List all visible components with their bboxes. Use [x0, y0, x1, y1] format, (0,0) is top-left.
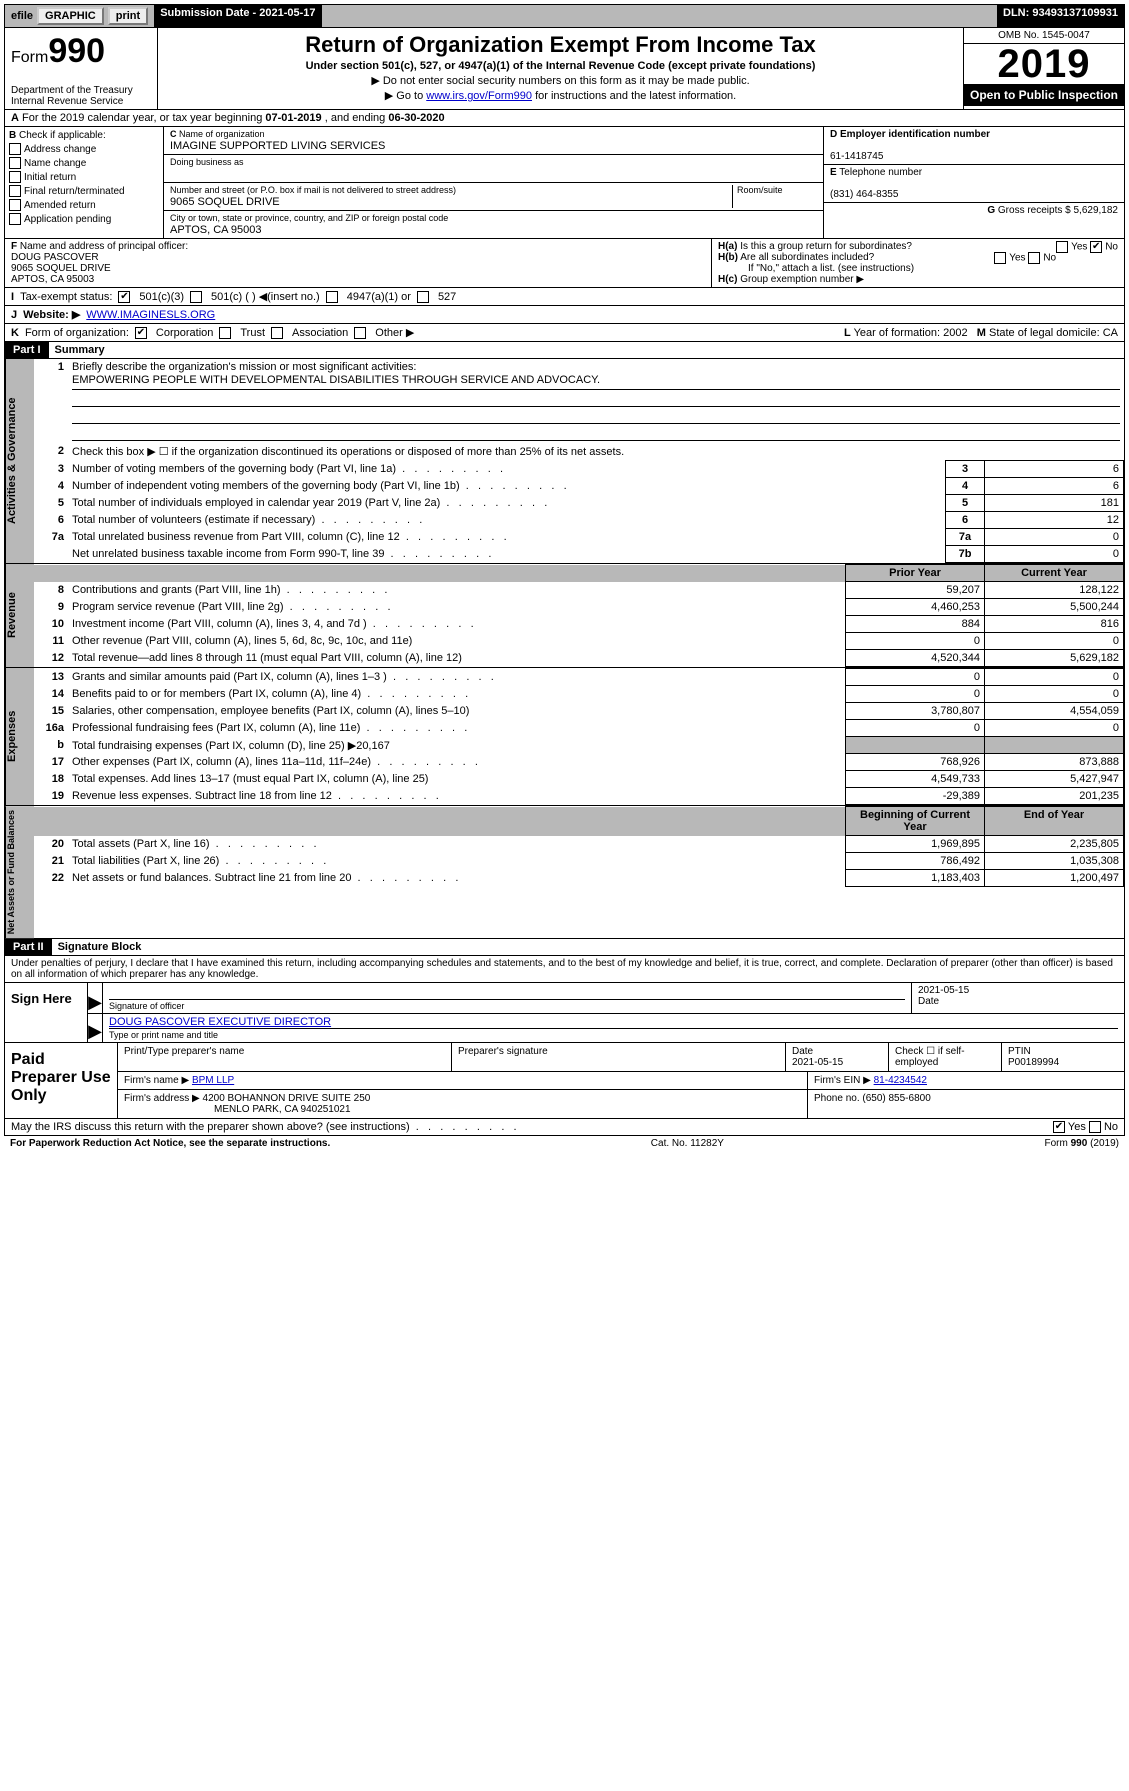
- col-c: C Name of organizationIMAGINE SUPPORTED …: [164, 127, 823, 238]
- line7b-val: 0: [985, 546, 1124, 563]
- org-name: IMAGINE SUPPORTED LIVING SERVICES: [170, 140, 385, 152]
- cb-other[interactable]: [354, 327, 366, 339]
- cb-501c[interactable]: [190, 291, 202, 303]
- cb-hb-no[interactable]: [1028, 252, 1040, 264]
- cb-discuss-yes[interactable]: [1053, 1121, 1065, 1133]
- cb-name-change[interactable]: [9, 157, 21, 169]
- activities-governance: Activities & Governance 1Briefly describ…: [4, 359, 1125, 564]
- sign-here: Sign Here ▶ Signature of officer 2021-05…: [4, 983, 1125, 1043]
- section-bcd: B Check if applicable: Address change Na…: [4, 127, 1125, 239]
- subtitle-3: Go to www.irs.gov/Form990 for instructio…: [166, 89, 955, 102]
- top-bar: efile GRAPHIC print Submission Date - 20…: [4, 4, 1125, 28]
- cb-4947[interactable]: [326, 291, 338, 303]
- state-domicile: CA: [1103, 327, 1118, 339]
- line3-val: 6: [985, 461, 1124, 478]
- part2-header: Part II Signature Block: [4, 939, 1125, 956]
- cb-501c3[interactable]: [118, 291, 130, 303]
- cb-final-return[interactable]: [9, 185, 21, 197]
- officer-name-link[interactable]: DOUG PASCOVER EXECUTIVE DIRECTOR: [109, 1016, 331, 1028]
- col-h: H(a) Is this a group return for subordin…: [711, 239, 1124, 287]
- expenses: Expenses 13Grants and similar amounts pa…: [4, 668, 1125, 806]
- caret-icon: ▶: [88, 1014, 103, 1042]
- row-klm: K Form of organization: Corporation Trus…: [4, 324, 1125, 342]
- row-j: J Website: ▶ WWW.IMAGINESLS.ORG: [4, 306, 1125, 324]
- cb-discuss-no[interactable]: [1089, 1121, 1101, 1133]
- graphic-button[interactable]: GRAPHIC: [37, 7, 104, 25]
- revenue: Revenue Prior YearCurrent Year 8Contribu…: [4, 564, 1125, 668]
- sign-date: 2021-05-15: [918, 985, 969, 996]
- website-link[interactable]: WWW.IMAGINESLS.ORG: [86, 309, 215, 321]
- cb-address-change[interactable]: [9, 143, 21, 155]
- open-inspection: Open to Public Inspection: [964, 84, 1124, 106]
- cb-hb-yes[interactable]: [994, 252, 1006, 264]
- tax-year: 2019: [964, 44, 1124, 84]
- year-box: OMB No. 1545-0047 2019 Open to Public In…: [963, 28, 1124, 109]
- line6-val: 12: [985, 512, 1124, 529]
- form-header: Form990 Department of the Treasury Inter…: [4, 28, 1125, 110]
- col-d: D Employer identification number61-14187…: [823, 127, 1124, 238]
- subtitle-1: Under section 501(c), 527, or 4947(a)(1)…: [166, 60, 955, 72]
- paid-preparer: Paid Preparer Use Only Print/Type prepar…: [4, 1043, 1125, 1119]
- topbar-spacer: [322, 5, 998, 27]
- caret-icon: ▶: [88, 983, 103, 1013]
- irs-link[interactable]: www.irs.gov/Form990: [426, 90, 532, 102]
- col-b: B Check if applicable: Address change Na…: [5, 127, 164, 238]
- side-governance: Activities & Governance: [5, 359, 34, 563]
- mission: EMPOWERING PEOPLE WITH DEVELOPMENTAL DIS…: [72, 373, 1120, 390]
- print-button[interactable]: print: [108, 7, 148, 25]
- ptin: P00189994: [1008, 1057, 1059, 1068]
- side-revenue: Revenue: [5, 564, 34, 667]
- line5-val: 181: [985, 495, 1124, 512]
- phone: (831) 464-8355: [830, 189, 898, 200]
- form-id-box: Form990 Department of the Treasury Inter…: [5, 28, 158, 109]
- year-formation: 2002: [943, 327, 967, 339]
- form-title: Return of Organization Exempt From Incom…: [166, 32, 955, 58]
- line4-val: 6: [985, 478, 1124, 495]
- city-state-zip: APTOS, CA 95003: [170, 224, 262, 236]
- cb-application-pending[interactable]: [9, 213, 21, 225]
- subtitle-2: Do not enter social security numbers on …: [166, 74, 955, 87]
- firm-ein-link[interactable]: 81-4234542: [874, 1075, 927, 1086]
- efile-label: efile: [11, 10, 33, 22]
- cb-corp[interactable]: [135, 327, 147, 339]
- footer: For Paperwork Reduction Act Notice, see …: [4, 1136, 1125, 1151]
- side-expenses: Expenses: [5, 668, 34, 805]
- dept-label: Department of the Treasury Internal Reve…: [11, 85, 151, 107]
- efile-box: efile GRAPHIC print: [5, 5, 154, 27]
- preparer-phone: (650) 855-6800: [862, 1093, 930, 1104]
- side-netassets: Net Assets or Fund Balances: [5, 806, 34, 938]
- officer-name: DOUG PASCOVER: [11, 252, 99, 263]
- ein: 61-1418745: [830, 151, 883, 162]
- declaration: Under penalties of perjury, I declare th…: [4, 956, 1125, 983]
- submission-date: Submission Date - 2021-05-17: [154, 5, 321, 27]
- title-box: Return of Organization Exempt From Incom…: [158, 28, 963, 109]
- cb-amended[interactable]: [9, 199, 21, 211]
- row-i: I Tax-exempt status: 501(c)(3) 501(c) ( …: [4, 288, 1125, 306]
- row-a: A For the 2019 calendar year, or tax yea…: [4, 110, 1125, 127]
- part1-header: Part I Summary: [4, 342, 1125, 359]
- cb-initial-return[interactable]: [9, 171, 21, 183]
- line7a-val: 0: [985, 529, 1124, 546]
- street-address: 9065 SOQUEL DRIVE: [170, 196, 280, 208]
- firm-link[interactable]: BPM LLP: [192, 1075, 234, 1086]
- net-assets: Net Assets or Fund Balances Beginning of…: [4, 806, 1125, 939]
- cb-527[interactable]: [417, 291, 429, 303]
- cb-trust[interactable]: [219, 327, 231, 339]
- section-fh: F Name and address of principal officer:…: [4, 239, 1125, 288]
- col-f: F Name and address of principal officer:…: [5, 239, 711, 287]
- cb-assoc[interactable]: [271, 327, 283, 339]
- discuss-row: May the IRS discuss this return with the…: [4, 1119, 1125, 1136]
- dln: DLN: 93493137109931: [997, 5, 1124, 27]
- cb-ha-no[interactable]: [1090, 241, 1102, 253]
- cb-ha-yes[interactable]: [1056, 241, 1068, 253]
- gross-receipts: 5,629,182: [1074, 205, 1119, 216]
